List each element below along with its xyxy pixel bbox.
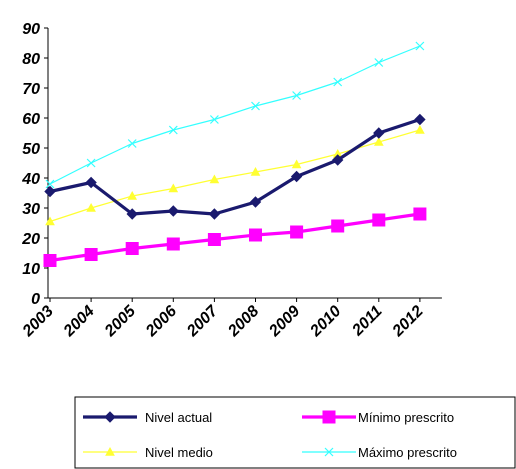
series-m-ximo-prescrito-point-stroke <box>292 91 302 100</box>
series-m-nimo-prescrito-point <box>166 237 180 251</box>
series-m-ximo-prescrito-line <box>49 45 421 185</box>
series-m-nimo-prescrito-point <box>125 242 139 255</box>
series-m-ximo-prescrito-point-stroke <box>251 101 260 111</box>
y-tick-label: 90 <box>22 21 40 38</box>
series-nivel-medio-point <box>127 190 138 200</box>
series-m-ximo-prescrito-point <box>374 58 384 67</box>
y-tick-label: 80 <box>22 51 40 68</box>
legend-box <box>74 396 516 469</box>
legend-nivel-medio-label: Nivel medio <box>145 445 213 460</box>
y-tick-label: 70 <box>22 81 40 98</box>
series-m-nimo-prescrito-line <box>49 212 421 263</box>
series-m-ximo-prescrito-point-stroke <box>415 41 425 51</box>
series-m-nimo-prescrito-point <box>331 219 345 233</box>
series-nivel-medio-point <box>250 166 261 176</box>
series-m-nimo-prescrito-point <box>372 213 386 227</box>
x-tick-label: 2003 <box>19 303 57 341</box>
legend-nivel-medio-marker <box>105 446 115 456</box>
x-tick-label: 2008 <box>224 303 262 341</box>
legend-m-ximo-prescrito-marker <box>324 447 334 457</box>
series-m-ximo-prescrito-point <box>333 77 343 87</box>
series-m-ximo-prescrito-point <box>292 91 302 100</box>
series-m-nimo-prescrito-point <box>249 228 262 242</box>
legend-m-ximo-prescrito-label: Máximo prescrito <box>358 445 457 460</box>
series-nivel-actual-point <box>208 208 221 220</box>
series-m-ximo-prescrito-point <box>251 101 260 111</box>
x-tick-label: 2007 <box>183 302 222 341</box>
series-m-ximo-prescrito-point <box>45 179 55 189</box>
series-nivel-actual-point <box>373 127 385 139</box>
series-m-nimo-prescrito-point <box>84 248 98 261</box>
series-nivel-actual-point <box>126 208 138 220</box>
y-tick-label: 50 <box>22 141 40 158</box>
series-m-ximo-prescrito-point-stroke <box>86 158 96 168</box>
series-nivel-actual-point <box>44 185 56 198</box>
series-m-ximo-prescrito-point <box>86 158 96 168</box>
series-nivel-actual-point <box>290 170 303 183</box>
y-tick-label: 30 <box>22 201 40 218</box>
y-tick-label: 40 <box>21 171 40 188</box>
series-m-ximo-prescrito-point <box>415 41 425 51</box>
series-m-ximo-prescrito-point-stroke <box>168 125 178 135</box>
series-m-ximo-prescrito-point-stroke <box>333 77 343 87</box>
series-m-ximo-prescrito-point <box>127 139 137 148</box>
series-nivel-medio-point <box>291 159 302 169</box>
series-m-ximo-prescrito-point-stroke <box>374 58 384 67</box>
series-m-ximo-prescrito-point-stroke <box>127 139 137 148</box>
series-m-nimo-prescrito-point <box>290 225 304 239</box>
series-nivel-actual-point <box>249 196 262 208</box>
series-nivel-medio-point <box>415 124 425 134</box>
y-tick-label: 20 <box>21 231 40 248</box>
series-m-nimo-prescrito-point <box>413 207 427 221</box>
legend: Nivel actual Mínimo prescrito Nivel medio M… <box>74 396 516 469</box>
series-nivel-actual-point <box>414 113 426 126</box>
x-tick-label: 2004 <box>60 303 98 341</box>
series-nivel-medio-point <box>209 174 220 184</box>
series-nivel-actual-point <box>331 154 344 166</box>
y-tick-label: 60 <box>22 111 40 128</box>
series-nivel-medio-point <box>86 202 96 212</box>
series-nivel-medio-point <box>45 216 55 226</box>
legend-m-nimo-prescrito-marker <box>322 410 336 424</box>
series-m-nimo-prescrito-point <box>207 233 221 246</box>
series-m-ximo-prescrito-point-stroke <box>45 179 55 189</box>
series-nivel-medio-point <box>168 183 179 193</box>
x-tick-label: 2006 <box>142 303 180 341</box>
x-tick-label: 2005 <box>101 302 140 341</box>
legend-nivel-actual-label: Nivel actual <box>145 410 212 425</box>
x-tick-label: 2012 <box>389 303 427 341</box>
series-nivel-actual-point <box>85 176 97 189</box>
legend-nivel-actual-marker <box>104 411 116 423</box>
series-m-ximo-prescrito-point-stroke <box>209 115 219 124</box>
y-tick-label: 10 <box>22 261 40 278</box>
x-tick-label: 2010 <box>307 303 345 341</box>
series-m-ximo-prescrito-point <box>209 115 219 124</box>
series-m-nimo-prescrito-point <box>43 254 57 267</box>
legend-m-ximo-prescrito-marker-stroke <box>324 447 334 457</box>
x-tick-label: 2011 <box>349 303 386 340</box>
y-tick-label: 0 <box>31 291 40 308</box>
series-nivel-medio-point <box>373 136 384 146</box>
x-tick-label: 2009 <box>266 303 304 341</box>
legend-m-nimo-prescrito-label: Mínimo prescrito <box>358 410 454 425</box>
series-nivel-actual-point <box>167 205 180 217</box>
series-nivel-actual-line <box>49 117 421 216</box>
series-m-ximo-prescrito-point <box>168 125 178 135</box>
